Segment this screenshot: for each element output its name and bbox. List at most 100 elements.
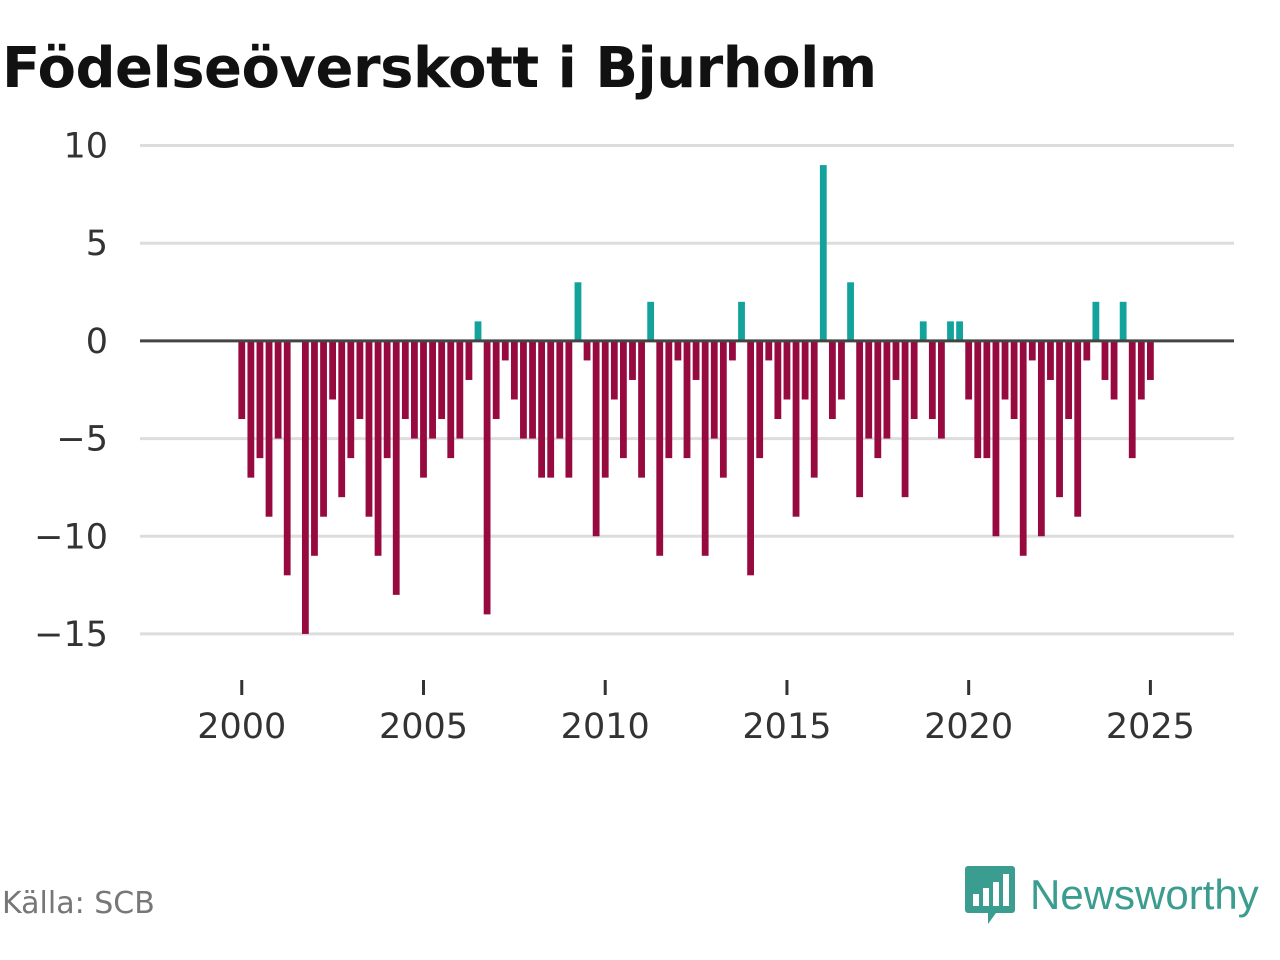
bar <box>1137 340 1145 400</box>
bar <box>838 340 845 400</box>
bar <box>919 321 927 341</box>
bar <box>338 340 346 498</box>
bar <box>465 340 473 380</box>
bar <box>819 165 827 341</box>
bar <box>1128 340 1136 459</box>
bar <box>956 321 963 341</box>
bar <box>556 340 564 439</box>
bar <box>847 282 854 341</box>
bar <box>429 340 436 439</box>
bar <box>547 340 555 478</box>
bar <box>910 340 918 420</box>
bar <box>1037 340 1045 537</box>
bar <box>747 340 755 576</box>
bar <box>320 340 327 517</box>
brand-name: Newsworthy <box>1030 871 1259 918</box>
bar <box>801 340 809 400</box>
x-tick-label: 2015 <box>742 707 831 747</box>
bar <box>1092 301 1100 341</box>
bar-chart: 10 5 0 −5 −10 −15 2000 2005 2010 2015 2020 2025 <box>34 127 1234 747</box>
bar <box>928 340 936 420</box>
x-axis: 2000 2005 2010 2015 2020 2025 <box>197 680 1195 747</box>
x-tick-label: 2000 <box>197 707 286 747</box>
bar <box>692 340 700 380</box>
bar <box>411 340 418 439</box>
source-note: Källa: SCB <box>2 886 155 921</box>
bar <box>865 340 873 439</box>
bar <box>1074 340 1082 517</box>
bar <box>810 340 818 478</box>
bar <box>783 340 791 400</box>
brand-logo: Newsworthy <box>964 862 1259 928</box>
y-tick-label: 0 <box>86 322 108 362</box>
bar <box>665 340 673 459</box>
bar <box>492 340 500 420</box>
bar <box>329 340 337 400</box>
x-tick-label: 2005 <box>379 707 468 747</box>
bar <box>974 340 982 459</box>
bar <box>1056 340 1063 498</box>
y-tick-label: −15 <box>34 615 108 655</box>
bar <box>610 340 618 400</box>
bar <box>701 340 709 556</box>
bar <box>1083 340 1091 361</box>
bar <box>856 340 864 498</box>
bar <box>529 340 536 439</box>
x-tick-label: 2025 <box>1106 707 1195 747</box>
y-tick-label: 5 <box>86 224 108 264</box>
bar <box>756 340 764 459</box>
bar <box>365 340 373 517</box>
bar <box>456 340 464 439</box>
bar <box>401 340 409 420</box>
x-tick-label: 2020 <box>924 707 1013 747</box>
bar <box>420 340 427 478</box>
y-tick-label: −10 <box>34 517 108 557</box>
bar <box>447 340 455 459</box>
bar <box>474 321 482 341</box>
bar <box>265 340 273 517</box>
bar <box>356 340 364 420</box>
bar <box>1001 340 1009 400</box>
bar <box>892 340 900 380</box>
bar <box>1010 340 1018 420</box>
bar <box>583 340 591 361</box>
bar <box>729 340 736 361</box>
bar <box>710 340 718 439</box>
bar <box>719 340 727 478</box>
bar <box>638 340 645 478</box>
bars <box>238 165 1154 634</box>
bar <box>619 340 627 459</box>
bar <box>347 340 355 459</box>
bar <box>247 340 255 478</box>
bar <box>274 340 282 439</box>
bar <box>510 340 518 400</box>
bar <box>483 340 491 615</box>
bar <box>792 340 800 517</box>
bar <box>656 340 664 556</box>
y-axis: 10 5 0 −5 −10 −15 <box>34 127 108 655</box>
bar <box>374 340 382 556</box>
bar <box>901 340 909 498</box>
bar <box>774 340 782 420</box>
bar <box>392 340 400 595</box>
bar <box>1147 340 1154 380</box>
bar <box>983 340 991 459</box>
bar <box>256 340 264 459</box>
bar <box>1110 340 1118 400</box>
y-tick-label: −5 <box>56 420 108 460</box>
bar <box>520 340 527 439</box>
bar <box>629 340 636 380</box>
bar <box>1101 340 1109 380</box>
bar <box>1019 340 1027 556</box>
bar <box>438 340 446 420</box>
bar <box>301 340 309 634</box>
bar <box>828 340 836 420</box>
bar <box>1047 340 1054 380</box>
bar <box>965 340 973 400</box>
bar <box>311 340 318 556</box>
bar <box>238 340 246 420</box>
bar <box>938 340 945 439</box>
bar <box>565 340 573 478</box>
bar <box>501 340 509 361</box>
bar <box>683 340 691 459</box>
